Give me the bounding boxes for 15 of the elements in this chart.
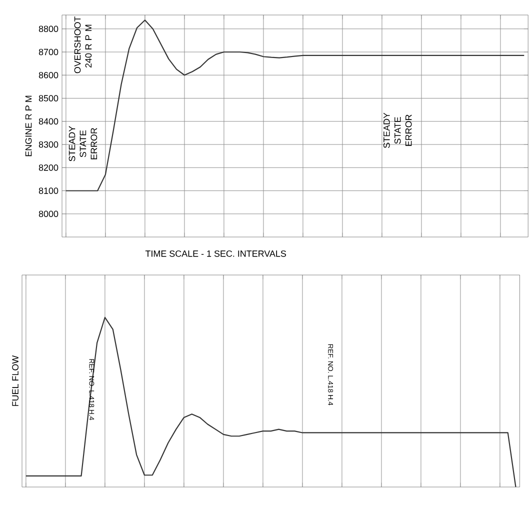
y-tick-label: 8500 — [38, 95, 58, 102]
text: TIME SCALE - 1 SEC. INTERVALS — [145, 250, 286, 257]
y-axis-title: FUEL FLOW — [12, 355, 18, 406]
y-tick-label: 8800 — [38, 26, 58, 32]
y-tick-label: 8600 — [38, 72, 58, 78]
y-tick-label: 8200 — [38, 164, 58, 171]
annotation: OVERSHOOT 240 R P M — [74, 16, 92, 74]
y-tick-label: 8300 — [38, 141, 58, 148]
annotation: STEADY STATE ERROR — [68, 126, 98, 162]
annotation: STEADY STATE ERROR — [383, 112, 412, 148]
y-axis-title: ENGINE R P M — [25, 96, 32, 156]
y-tick-label: 8100 — [38, 188, 58, 194]
y-tick-label: 8000 — [38, 210, 58, 218]
y-tick-label: 8700 — [38, 48, 58, 56]
y-tick-label: 8400 — [38, 118, 58, 125]
